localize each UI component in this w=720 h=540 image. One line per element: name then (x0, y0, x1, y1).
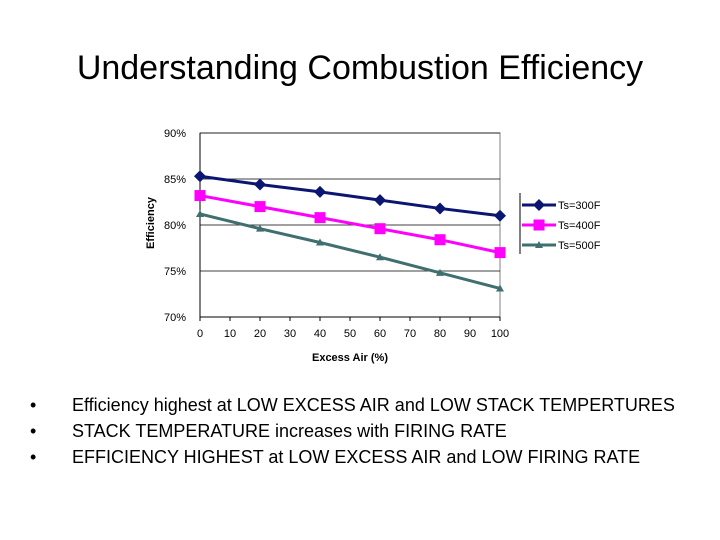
y-tick-label: 80% (164, 220, 186, 232)
x-tick-label: 70 (404, 328, 416, 340)
x-tick-label: 30 (284, 328, 296, 340)
data-point (314, 185, 326, 198)
data-point (316, 238, 324, 246)
legend-marker (533, 199, 545, 211)
data-point (256, 224, 264, 232)
data-point (376, 253, 384, 261)
legend-label: Ts=400F (558, 220, 601, 232)
data-point (254, 178, 266, 191)
series-ts-300f (194, 170, 506, 222)
slide-title: Understanding Combustion Efficiency (76, 49, 644, 87)
bullet-text: STACK TEMPERATURE increases with FIRING … (72, 421, 507, 441)
x-tick-label: 60 (374, 328, 386, 340)
data-point (434, 202, 446, 215)
series-line (199, 174, 501, 218)
efficiency-chart: 70% 75% 80% 85% 90% 0 10 20 30 40 50 60 70 80 90 100 Ex… (145, 128, 601, 364)
data-point (196, 209, 204, 217)
x-tick-label: 90 (464, 328, 476, 340)
x-tick-label: 40 (314, 328, 326, 340)
x-tick-label: 20 (254, 328, 266, 340)
series-line (199, 212, 501, 290)
y-axis-label: Efficiency (145, 196, 157, 249)
axis-layer (199, 133, 501, 321)
bullet-item: • Efficiency highest at LOW EXCESS AIR a… (30, 394, 690, 416)
bullet-marker: • (30, 395, 37, 415)
x-tick-label: 10 (224, 328, 236, 340)
data-point (436, 268, 444, 276)
data-point (496, 284, 504, 292)
series-ts-400f (194, 190, 506, 259)
bullet-marker: • (30, 447, 37, 467)
y-tick-label: 85% (164, 174, 186, 186)
legend-marker (535, 241, 543, 248)
legend-label: Ts=300F (558, 200, 601, 212)
legend-marker (533, 219, 545, 231)
data-point (374, 223, 386, 235)
bullet-list: • Efficiency highest at LOW EXCESS AIR a… (30, 394, 690, 472)
data-point (254, 201, 266, 213)
x-axis-label: Excess Air (%) (312, 352, 388, 364)
bullet-marker: • (30, 421, 37, 441)
y-tick-label: 90% (164, 128, 186, 140)
data-point (494, 209, 506, 222)
data-point (434, 234, 446, 246)
data-point (494, 247, 506, 259)
tick-label-layer: 70% 75% 80% 85% 90% 0 10 20 30 40 50 60 70 80 90 100 (164, 128, 509, 340)
y-tick-label: 75% (164, 266, 186, 278)
bullet-item: • STACK TEMPERATURE increases with FIRIN… (30, 420, 690, 442)
data-point (194, 170, 206, 183)
data-point (314, 212, 326, 224)
y-tick-label: 70% (164, 312, 186, 324)
data-point (374, 194, 386, 207)
bullet-text: Efficiency highest at LOW EXCESS AIR and… (72, 395, 675, 415)
legend-label: Ts=500F (558, 240, 601, 252)
x-tick-label: 100 (491, 328, 509, 340)
series-layer (194, 170, 506, 292)
x-tick-label: 0 (197, 328, 203, 340)
bullet-item: • EFFICIENCY HIGHEST at LOW EXCESS AIR a… (30, 446, 690, 468)
x-tick-label: 80 (434, 328, 446, 340)
x-tick-label: 50 (344, 328, 356, 340)
bullet-text: EFFICIENCY HIGHEST at LOW EXCESS AIR and… (72, 447, 641, 467)
data-point (194, 190, 206, 202)
chart-legend: Ts=300F Ts=400F Ts=500F (519, 193, 601, 254)
series-line (199, 194, 501, 255)
series-ts-500f (196, 209, 504, 292)
